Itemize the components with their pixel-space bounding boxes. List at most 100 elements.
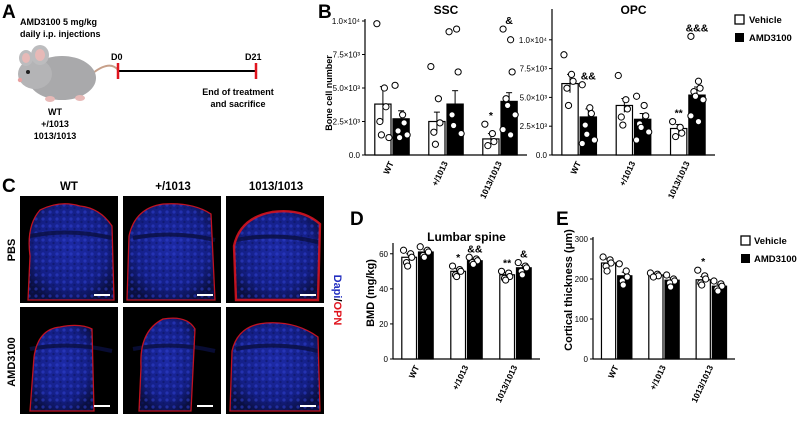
d-ylabel: BMD (mg/kg) [365, 259, 377, 327]
data-point [615, 260, 623, 268]
data-point [380, 84, 388, 92]
bar-vehicle [615, 104, 634, 156]
bone-texture [139, 318, 195, 411]
opn-signal [126, 203, 216, 301]
bone-texture [28, 203, 114, 300]
data-point [508, 68, 516, 76]
data-point [583, 130, 591, 138]
opn-signal [229, 322, 321, 412]
significance-mark: && [581, 71, 597, 83]
data-point [676, 123, 684, 131]
genotype-label-hom: 1013/1013 [34, 131, 77, 141]
x-category-label: +/1013 [450, 363, 470, 391]
data-point [599, 253, 607, 261]
bar-vehicle [401, 256, 418, 360]
data-point [502, 276, 510, 284]
ssc-chart: SSC 0.0 2.5×10³ 5.0×10³ 7.5×10³ 1.0×10⁴ WT +/10… [332, 3, 527, 200]
col-label-het: +/1013 [155, 181, 191, 193]
legend-top: Vehicle AMD3100 [734, 14, 792, 44]
data-point [642, 112, 650, 120]
micrograph-pbs-2 [123, 196, 221, 303]
growth-plate [132, 343, 216, 353]
growth-plate [235, 343, 319, 353]
x-category-label: 1013/1013 [689, 363, 715, 404]
bone-texture [230, 322, 320, 411]
micrograph-grid [20, 196, 324, 414]
data-point [578, 139, 586, 148]
panel-label-a: A [2, 2, 16, 23]
genotype-label-wt: WT [48, 107, 62, 117]
data-point [569, 77, 577, 85]
data-point [632, 92, 641, 100]
data-point [563, 84, 571, 92]
data-point [499, 125, 507, 134]
data-point [394, 127, 402, 135]
genotype-label-het: +/1013 [41, 119, 69, 129]
bar-amd3100 [617, 275, 633, 360]
y-tick-label: 0 [384, 355, 389, 364]
data-point [578, 81, 586, 89]
data-point [687, 32, 695, 40]
data-point [453, 25, 461, 33]
data-point [420, 253, 428, 261]
data-point [672, 132, 680, 141]
bone-texture [127, 203, 215, 300]
data-point [698, 281, 706, 289]
panel-label-d: D [350, 209, 364, 230]
significance-mark: ** [675, 108, 684, 120]
bar-vehicle [648, 274, 664, 360]
x-category-label: 1013/1013 [493, 363, 519, 404]
data-point [481, 120, 489, 128]
data-point [687, 112, 695, 120]
data-point [400, 119, 408, 127]
data-point [619, 121, 627, 129]
stain-label-dapi: Dapi [331, 275, 343, 299]
data-point [564, 101, 573, 110]
bmd-chart: Lumbar spine 0 20 40 60 WT +/1013 1013/1013 * && *… [379, 230, 540, 404]
data-point [408, 253, 416, 261]
legend2-label-vehicle: Vehicle [754, 236, 787, 247]
end-label-1: End of treatment [202, 87, 274, 97]
growth-plate [235, 234, 319, 244]
bar-vehicle [600, 262, 617, 360]
data-point [465, 253, 473, 261]
data-point [484, 142, 492, 150]
data-point [448, 111, 456, 119]
data-point [590, 136, 598, 144]
chart-title: Lumbar spine [427, 230, 506, 244]
y-tick-label: 2.5×10³ [520, 122, 548, 131]
significance-mark: & [520, 249, 528, 261]
y-tick-label: 20 [379, 320, 388, 329]
bar-amd3100 [417, 251, 434, 360]
data-point [614, 71, 622, 80]
y-tick-label: 0.0 [536, 151, 548, 160]
data-point [457, 129, 465, 138]
significance-mark: &&& [686, 22, 709, 34]
data-point [632, 136, 641, 144]
y-tick-label: 5.0×10³ [333, 84, 361, 93]
data-point [663, 271, 671, 279]
stain-label-opn: OPN [331, 302, 343, 326]
bar-amd3100 [688, 94, 706, 156]
bar-vehicle [695, 279, 711, 360]
data-point [445, 28, 453, 36]
data-point [560, 51, 568, 59]
data-point [453, 272, 461, 281]
data-point [376, 117, 384, 126]
data-point [619, 281, 627, 289]
data-point [404, 262, 412, 270]
x-category-label: +/1013 [430, 159, 450, 187]
col-label-wt: WT [60, 181, 78, 193]
data-point [490, 138, 498, 146]
y-tick-label: 0 [584, 355, 589, 364]
svg-text:Dapi/OPN: Dapi/OPN [331, 275, 343, 326]
data-point [469, 260, 477, 268]
opn-signal [232, 210, 322, 302]
row-label-pbs: PBS [6, 239, 18, 262]
significance-mark: & [505, 15, 513, 27]
x-category-label: WT [606, 363, 621, 380]
bar-amd3100 [711, 285, 728, 360]
data-point [586, 104, 594, 112]
data-point [507, 131, 515, 139]
bar-vehicle [561, 82, 579, 156]
